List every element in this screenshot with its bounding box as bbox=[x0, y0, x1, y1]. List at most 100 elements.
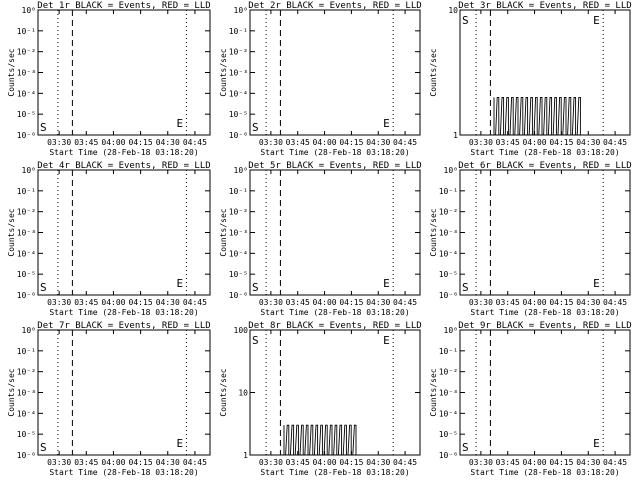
x-axis-label: Start Time (28-Feb-18 03:18:20) bbox=[470, 308, 619, 317]
y-tick-label: 10⁻⁶ bbox=[17, 451, 36, 460]
events-series-1 bbox=[283, 424, 358, 456]
x-tick-label: 03:30 bbox=[259, 298, 283, 307]
y-tick-label: 10⁻² bbox=[229, 208, 248, 217]
start-annotation: S bbox=[40, 281, 47, 294]
panel-title: Det 4r BLACK = Events, RED = LLD bbox=[37, 161, 210, 171]
x-tick-label: 04:30 bbox=[156, 138, 180, 147]
x-tick-label: 03:45 bbox=[74, 138, 98, 147]
x-tick-label: 03:30 bbox=[469, 298, 493, 307]
end-annotation: E bbox=[383, 334, 390, 347]
y-tick-label: 10⁻⁵ bbox=[439, 430, 458, 439]
y-tick-label: 100 bbox=[234, 326, 249, 335]
y-axis-label: Counts/sec bbox=[429, 208, 438, 256]
y-tick-label: 10⁻³ bbox=[439, 229, 458, 238]
panel-det-5: Det 5r BLACK = Events, RED = LLD 10⁻⁶ 10⁻⁵… bbox=[219, 161, 422, 317]
panel-det-2: Det 2r BLACK = Events, RED = LLD 10⁻⁶ 10⁻⁵… bbox=[219, 1, 422, 157]
end-annotation: E bbox=[383, 277, 390, 290]
y-tick-label: 10⁻⁵ bbox=[229, 110, 248, 119]
x-tick-label: 04:15 bbox=[549, 138, 573, 147]
y-tick-label: 10⁰ bbox=[234, 166, 248, 175]
x-tick-label: 04:30 bbox=[576, 138, 600, 147]
start-annotation: S bbox=[252, 121, 259, 134]
x-tick-label: 04:45 bbox=[603, 138, 627, 147]
y-tick-label: 10⁰ bbox=[22, 326, 36, 335]
y-tick-label: 10⁻⁴ bbox=[229, 89, 248, 98]
y-tick-label: 10⁻² bbox=[439, 368, 458, 377]
y-tick-label: 10⁻² bbox=[17, 208, 36, 217]
x-tick-label: 03:30 bbox=[47, 458, 71, 467]
x-tick-label: 04:00 bbox=[523, 138, 547, 147]
x-tick-label: 04:00 bbox=[313, 458, 337, 467]
y-axis-label: Counts/sec bbox=[429, 368, 438, 416]
y-axis-label: Counts/sec bbox=[7, 368, 16, 416]
x-tick-label: 04:00 bbox=[101, 458, 125, 467]
axes-frame bbox=[249, 9, 421, 136]
panel-det-1: Det 1r BLACK = Events, RED = LLD 10⁻⁶ 10⁻⁵… bbox=[7, 1, 211, 157]
y-tick-label: 10⁻¹ bbox=[439, 187, 458, 196]
y-tick-label: 10⁻⁵ bbox=[229, 270, 248, 279]
axes-frame bbox=[459, 9, 631, 136]
x-tick-label: 04:45 bbox=[183, 298, 207, 307]
x-tick-label: 03:30 bbox=[259, 458, 283, 467]
axes-frame bbox=[459, 329, 631, 456]
x-tick-label: 03:30 bbox=[469, 138, 493, 147]
x-tick-label: 04:30 bbox=[366, 138, 390, 147]
y-tick-label: 10⁻⁶ bbox=[17, 131, 36, 140]
x-tick-label: 04:00 bbox=[101, 298, 125, 307]
y-tick-label: 10⁻² bbox=[17, 48, 36, 57]
end-annotation: E bbox=[176, 277, 183, 290]
x-tick-label: 03:45 bbox=[74, 298, 98, 307]
x-tick-label: 03:45 bbox=[496, 138, 520, 147]
x-tick-label: 04:00 bbox=[101, 138, 125, 147]
x-tick-label: 04:00 bbox=[523, 458, 547, 467]
y-tick-label: 10⁻² bbox=[439, 208, 458, 217]
start-annotation: S bbox=[252, 281, 259, 294]
y-tick-label: 10⁻⁴ bbox=[17, 89, 36, 98]
y-tick-label: 10⁻⁴ bbox=[229, 249, 248, 258]
x-tick-label: 04:15 bbox=[129, 458, 153, 467]
start-annotation: S bbox=[40, 121, 47, 134]
y-tick-label: 10⁻⁶ bbox=[229, 131, 248, 140]
x-tick-label: 03:30 bbox=[47, 298, 71, 307]
events-series-1 bbox=[493, 96, 581, 136]
y-tick-label: 10⁻³ bbox=[17, 389, 36, 398]
y-tick-label: 10 bbox=[448, 6, 458, 15]
x-tick-label: 04:45 bbox=[393, 298, 417, 307]
x-tick-label: 03:45 bbox=[286, 458, 310, 467]
x-tick-label: 03:45 bbox=[74, 458, 98, 467]
x-tick-label: 03:45 bbox=[286, 298, 310, 307]
y-tick-label: 10⁻¹ bbox=[17, 27, 36, 36]
x-tick-label: 04:45 bbox=[603, 298, 627, 307]
x-tick-label: 04:15 bbox=[549, 298, 573, 307]
y-tick-label: 10⁰ bbox=[444, 326, 458, 335]
y-tick-label: 10⁰ bbox=[22, 6, 36, 15]
x-tick-label: 04:45 bbox=[393, 458, 417, 467]
x-tick-label: 03:45 bbox=[496, 298, 520, 307]
start-annotation: S bbox=[462, 281, 469, 294]
x-tick-label: 04:30 bbox=[576, 298, 600, 307]
y-tick-label: 10⁻³ bbox=[439, 389, 458, 398]
panel-title: Det 7r BLACK = Events, RED = LLD bbox=[37, 321, 210, 331]
y-tick-label: 10⁻⁵ bbox=[17, 270, 36, 279]
x-tick-label: 04:45 bbox=[603, 458, 627, 467]
end-annotation: E bbox=[593, 437, 600, 450]
x-tick-label: 04:00 bbox=[313, 138, 337, 147]
x-tick-label: 04:30 bbox=[366, 458, 390, 467]
y-tick-label: 10⁻⁶ bbox=[229, 291, 248, 300]
y-tick-label: 10⁻⁵ bbox=[17, 430, 36, 439]
start-annotation: S bbox=[462, 441, 469, 454]
x-axis-label: Start Time (28-Feb-18 03:18:20) bbox=[260, 468, 409, 477]
y-tick-label: 10⁻¹ bbox=[229, 187, 248, 196]
end-annotation: E bbox=[176, 437, 183, 450]
y-tick-label: 10⁻¹ bbox=[17, 347, 36, 356]
y-tick-label: 10⁰ bbox=[444, 166, 458, 175]
x-tick-label: 04:45 bbox=[183, 138, 207, 147]
y-axis-label: Counts/sec bbox=[429, 48, 438, 96]
end-annotation: E bbox=[593, 14, 600, 27]
y-tick-label: 10⁻¹ bbox=[439, 347, 458, 356]
panel-det-4: Det 4r BLACK = Events, RED = LLD 10⁻⁶ 10⁻⁵… bbox=[7, 161, 211, 317]
x-axis-label: Start Time (28-Feb-18 03:18:20) bbox=[470, 468, 619, 477]
x-tick-label: 03:45 bbox=[286, 138, 310, 147]
end-annotation: E bbox=[383, 117, 390, 130]
